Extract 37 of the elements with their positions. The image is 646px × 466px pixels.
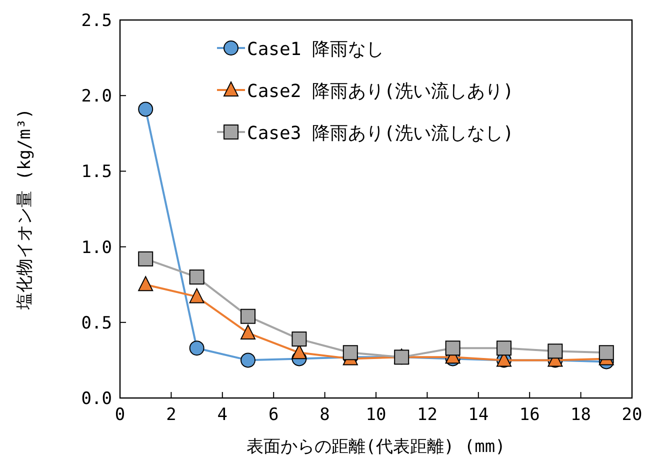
x-axis-title: 表面からの距離(代表距離) (mm) — [246, 437, 506, 457]
point — [342, 345, 358, 360]
x-tick-label: 12 — [416, 405, 438, 425]
x-tick-label: 0 — [114, 405, 126, 425]
point — [548, 344, 563, 359]
legend-label: Case2 降雨あり(洗い流しあり) — [247, 81, 514, 102]
x-tick-label: 18 — [570, 405, 592, 425]
point — [138, 251, 154, 266]
y-tick-label: 0.0 — [81, 389, 112, 409]
x-tick-label: 4 — [217, 405, 228, 425]
x-tick-label: 2 — [166, 405, 176, 425]
point — [138, 276, 154, 292]
x-tick-label: 8 — [320, 405, 330, 425]
legend-label: Case3 降雨あり(洗い流しなし) — [247, 123, 514, 144]
y-tick-label: 0.5 — [81, 313, 112, 334]
point — [189, 270, 204, 285]
point — [189, 288, 204, 304]
point — [292, 332, 307, 347]
y-tick-label: 2.0 — [81, 86, 112, 107]
x-tick-label: 14 — [468, 405, 489, 425]
legend-label: Case1 降雨なし — [247, 39, 384, 60]
point — [496, 340, 512, 356]
point — [138, 102, 154, 117]
point — [189, 340, 204, 356]
y-tick-label: 1.5 — [81, 162, 112, 182]
y-tick-label: 1.0 — [81, 238, 112, 258]
x-tick-label: 16 — [519, 405, 540, 425]
x-tick-label: 6 — [268, 405, 279, 425]
x-tick-label: 10 — [366, 405, 386, 425]
point — [598, 345, 614, 360]
point — [445, 340, 460, 356]
y-tick-label: 2.5 — [81, 11, 112, 31]
point — [240, 308, 256, 324]
point — [240, 352, 256, 368]
x-tick-label: 20 — [622, 405, 642, 425]
y-axis-title: 塩化物イオン量 (kg/m³) — [15, 108, 35, 310]
point — [240, 324, 256, 340]
